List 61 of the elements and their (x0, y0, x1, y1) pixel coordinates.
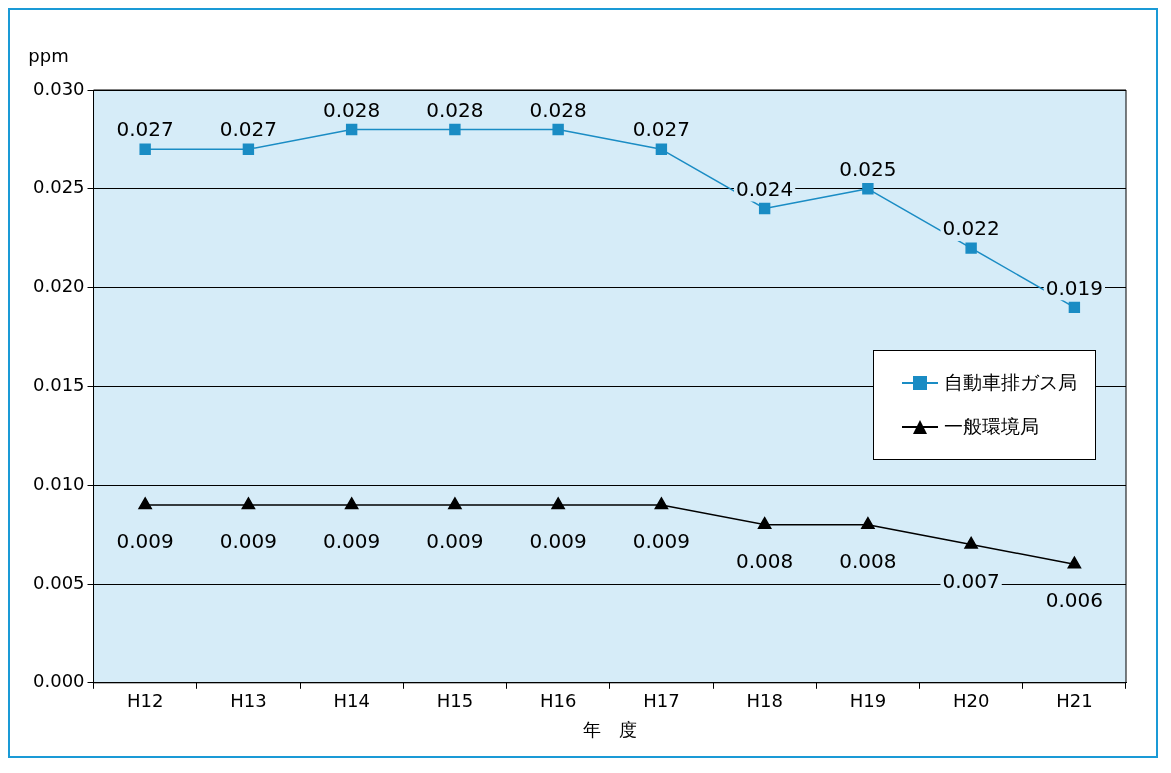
data-label: 0.008 (839, 548, 897, 573)
x-tick-label: H13 (230, 690, 267, 712)
data-label: 0.024 (736, 176, 794, 201)
y-tick-label: 0.025 (33, 176, 85, 198)
x-tick-label: H20 (952, 690, 990, 712)
point (758, 202, 771, 215)
data-label: 0.009 (632, 529, 691, 554)
data-label: 0.009 (426, 529, 484, 554)
y-axis-title: ppm (28, 45, 69, 66)
data-label: 0.009 (116, 529, 174, 554)
y-tick-label: 0.020 (33, 275, 85, 297)
data-label: 0.027 (632, 117, 691, 142)
data-label: 0.027 (219, 117, 278, 142)
data-label: 0.006 (1045, 588, 1104, 613)
point (862, 183, 874, 195)
y-tick-label: 0.010 (33, 472, 85, 494)
point (242, 143, 255, 155)
data-label: 0.009 (219, 529, 278, 554)
data-label: 0.028 (529, 97, 587, 122)
data-label: 0.019 (1045, 275, 1104, 300)
x-tick-label: H14 (333, 690, 370, 712)
x-tick-label: H17 (643, 690, 680, 712)
x-tick-label: H19 (849, 690, 887, 712)
point (552, 123, 564, 136)
point (654, 497, 669, 510)
x-tick-label: H18 (746, 690, 783, 712)
x-tick-label: H12 (126, 690, 164, 712)
point (241, 497, 256, 510)
data-label: 0.025 (839, 157, 897, 181)
y-tick-label: 0.000 (33, 670, 85, 692)
legend-label: 一般環境局 (944, 414, 1039, 439)
data-label: 0.008 (736, 548, 794, 573)
data-label: 0.009 (529, 529, 587, 554)
point (1067, 556, 1082, 569)
data-label: 0.009 (323, 529, 381, 554)
data-label: 0.007 (942, 568, 1000, 593)
data-label: 0.028 (426, 97, 484, 122)
y-tick-label: 0.005 (33, 571, 85, 593)
point (655, 143, 668, 155)
point (139, 143, 151, 155)
point (449, 123, 461, 136)
point (448, 497, 462, 510)
point (1068, 301, 1081, 314)
y-tick-label: 0.030 (33, 77, 85, 99)
x-tick-label: H15 (436, 690, 474, 712)
data-label: 0.022 (942, 216, 1000, 241)
point (138, 497, 152, 510)
x-tick-label: H21 (1056, 690, 1093, 712)
point (964, 536, 978, 549)
legend-label: 自動車排ガス局 (944, 370, 1077, 395)
y-tick-label: 0.015 (33, 374, 85, 396)
point (345, 123, 358, 136)
point (861, 516, 875, 529)
point (551, 497, 565, 510)
x-axis-title: 年 度 (582, 718, 637, 740)
point (757, 516, 772, 529)
data-label: 0.027 (116, 117, 174, 142)
point (344, 497, 359, 510)
x-tick-label: H16 (539, 690, 577, 712)
point (965, 242, 977, 254)
data-label: 0.028 (323, 97, 381, 122)
